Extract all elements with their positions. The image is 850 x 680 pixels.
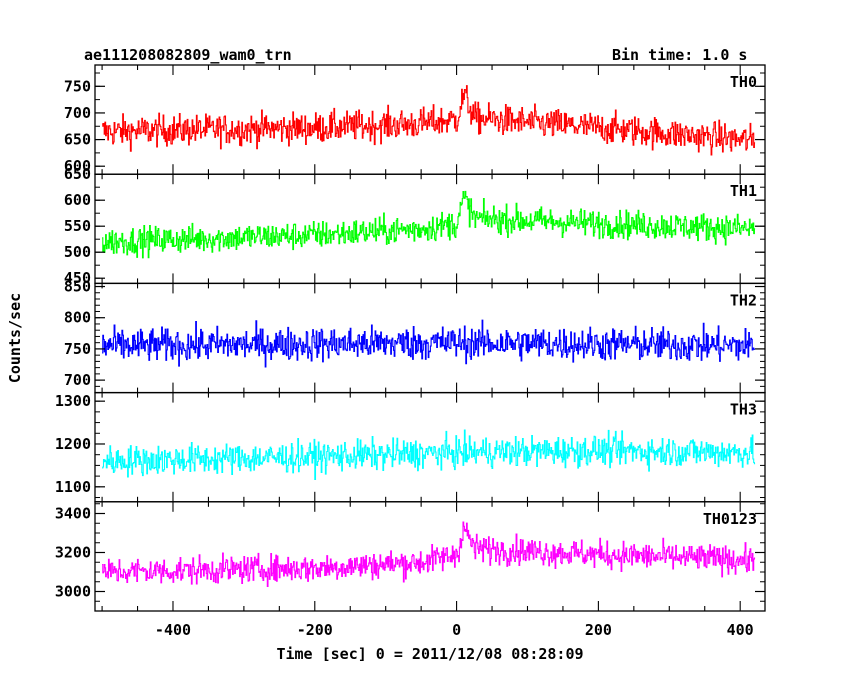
y-tick-label-th0-650: 650 [64, 131, 91, 149]
panel-frame-th0123 [94, 501, 766, 612]
series-th0123 [102, 521, 756, 588]
x-tick-label--200: -200 [297, 621, 333, 639]
series-label-th0: TH0 [730, 73, 757, 91]
series-label-th2: TH2 [730, 291, 757, 309]
y-tick-label-th0-600: 600 [64, 157, 91, 175]
series-th3 [102, 429, 756, 480]
y-tick-label-th0-700: 700 [64, 104, 91, 122]
y-tick-label-th1-450: 450 [64, 269, 91, 287]
y-tick-label-th0-750: 750 [64, 77, 91, 95]
y-tick-label-th2-800: 800 [64, 309, 91, 327]
series-label-th3: TH3 [730, 401, 757, 419]
y-tick-label-th3-1100: 1100 [55, 478, 91, 496]
series-th1 [102, 190, 756, 259]
series-label-th1: TH1 [730, 182, 757, 200]
series-th0 [102, 85, 756, 156]
y-tick-label-th0123-3400: 3400 [55, 505, 91, 523]
y-tick-label-th2-850: 850 [64, 278, 91, 296]
y-tick-label-th2-750: 750 [64, 340, 91, 358]
y-tick-label-th1-500: 500 [64, 243, 91, 261]
y-tick-label-th0123-3200: 3200 [55, 544, 91, 562]
y-tick-label-th0123-3000: 3000 [55, 583, 91, 601]
x-tick-label-200: 200 [585, 621, 612, 639]
bin-time-label: Bin time: 1.0 s [612, 46, 748, 64]
y-tick-label-th2-700: 700 [64, 371, 91, 389]
x-axis-label: Time [sec] 0 = 2011/12/08 08:28:09 [276, 645, 583, 663]
y-axis-label: Counts/sec [6, 293, 24, 383]
series-label-th0123: TH0123 [703, 510, 757, 528]
y-tick-label-th1-650: 650 [64, 165, 91, 183]
x-tick-label--400: -400 [155, 621, 191, 639]
y-tick-label-th1-550: 550 [64, 217, 91, 235]
chart-title: ae111208082809_wam0_trn [84, 46, 292, 64]
y-tick-label-th3-1200: 1200 [55, 435, 91, 453]
x-tick-label-400: 400 [727, 621, 754, 639]
x-tick-label-0: 0 [452, 621, 461, 639]
y-tick-label-th1-600: 600 [64, 191, 91, 209]
series-th2 [102, 319, 756, 368]
y-tick-label-th3-1300: 1300 [55, 392, 91, 410]
